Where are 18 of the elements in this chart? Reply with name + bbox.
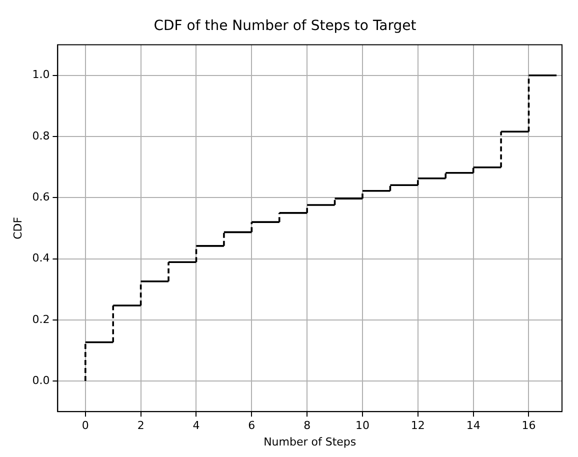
x-tick-label: 16 [522, 419, 536, 432]
x-tick-label: 10 [355, 419, 370, 432]
y-tick-label: 0.0 [32, 374, 50, 387]
y-axis-title: CDF [11, 216, 24, 240]
y-tick-label: 0.8 [32, 129, 50, 142]
x-tick-label: 14 [466, 419, 480, 432]
x-tick-label: 4 [192, 419, 200, 432]
x-tick-label: 8 [304, 419, 311, 432]
y-tick-label: 0.4 [32, 252, 50, 265]
chart-title: CDF of the Number of Steps to Target [154, 18, 417, 34]
y-tick-label: 0.2 [32, 312, 50, 326]
x-tick-label: 12 [410, 419, 425, 432]
x-tick-label: 6 [248, 419, 256, 432]
y-tick-label: 1.0 [32, 68, 50, 82]
y-tick-label: 0.6 [32, 190, 50, 204]
x-axis-title: Number of Steps [264, 435, 356, 448]
x-tick-label: 2 [137, 419, 144, 432]
x-tick-label: 0 [82, 419, 89, 432]
